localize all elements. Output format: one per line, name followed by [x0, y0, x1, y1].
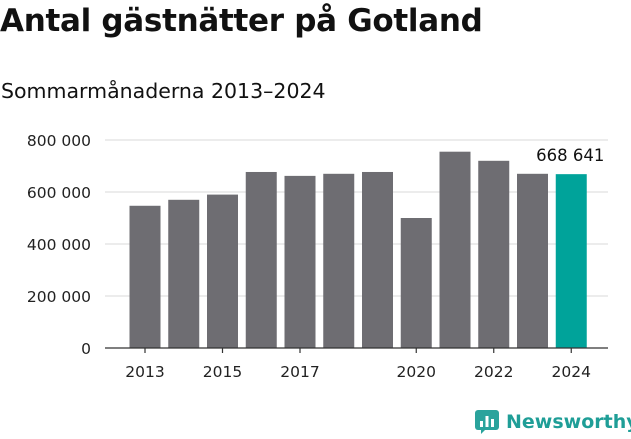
- bar-2015: [207, 194, 238, 348]
- bar-2021: [439, 151, 471, 348]
- bar-2018: [323, 173, 355, 348]
- y-tick-label: 600 000: [27, 184, 91, 202]
- y-tick-label: 400 000: [27, 236, 91, 254]
- bar-2020: [400, 218, 432, 348]
- bar-2022: [478, 160, 510, 348]
- x-axis-ticks: 2013 2015 2017 2020 2022 2024: [125, 348, 591, 381]
- chart-title: Antal gästnätter på Gotland: [0, 3, 483, 39]
- bar-2013: [129, 205, 161, 348]
- chart-subtitle: Sommarmånaderna 2013–2024: [1, 79, 326, 103]
- annotations: 668 641: [536, 146, 604, 165]
- bar-2024: [555, 174, 587, 348]
- bar-2019: [362, 171, 393, 348]
- x-tick-label: 2017: [280, 363, 319, 381]
- x-tick-label: 2020: [397, 363, 436, 381]
- y-tick-label: 800 000: [27, 132, 91, 150]
- x-tick-label: 2015: [203, 363, 242, 381]
- x-tick-label: 2013: [125, 363, 164, 381]
- y-axis-ticks: 0 200 000 400 000 600 000 800 000: [27, 132, 91, 358]
- bar-2014: [168, 199, 200, 348]
- newsworthy-logo-icon: [475, 410, 499, 434]
- x-tick-label: 2022: [474, 363, 513, 381]
- bar-2017: [284, 175, 316, 348]
- bar-2023: [517, 173, 548, 348]
- x-tick-label: 2024: [552, 363, 591, 381]
- annotation-label: 668 641: [536, 146, 604, 165]
- y-tick-label: 0: [81, 340, 91, 358]
- bar-2016: [245, 171, 277, 348]
- bars: [129, 151, 587, 348]
- brand-name: Newsworthy: [506, 411, 631, 433]
- y-tick-label: 200 000: [27, 288, 91, 306]
- newsworthy-brand: Newsworthy: [475, 406, 631, 438]
